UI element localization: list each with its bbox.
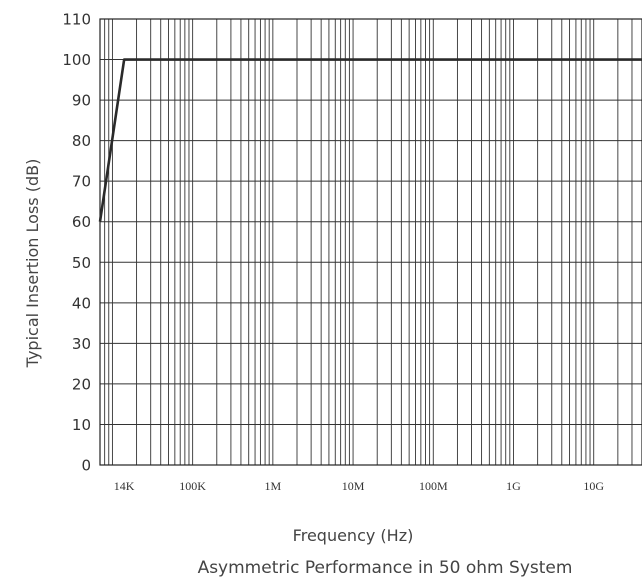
y-tick-label: 30 [72,335,91,353]
vertical-gridlines [99,19,642,465]
y-tick-labels: 0 10 20 30 40 50 60 70 80 90 100 110 [62,11,91,475]
y-tick-label: 0 [81,457,91,475]
x-tick-label: 10G [583,479,604,493]
y-tick-label: 90 [72,92,91,110]
series-line [98,58,642,222]
chart-caption: Asymmetric Performance in 50 ohm System [198,558,573,578]
horizontal-gridlines [100,18,642,466]
y-tick-label: 40 [72,294,91,312]
y-axis-label: Typical Insertion Loss (dB) [23,159,42,369]
x-tick-label: 14K [114,479,135,493]
x-axis-label: Frequency (Hz) [293,526,414,545]
y-tick-label: 20 [72,375,91,393]
x-tick-label: 10M [342,479,365,493]
y-tick-label: 10 [72,416,91,434]
series-layer [98,58,642,222]
y-tick-label: 50 [72,254,91,272]
y-tick-label: 80 [72,132,91,150]
y-tick-label: 60 [72,213,91,231]
y-tick-label: 100 [62,51,91,69]
y-tick-label: 70 [72,173,91,191]
x-tick-label: 100K [179,479,206,493]
x-tick-label: 1G [506,479,521,493]
x-tick-label: 100M [419,479,448,493]
y-tick-label: 110 [62,11,91,29]
plot-frame [99,18,642,466]
x-tick-label: 1M [265,479,282,493]
x-tick-labels: 14K 100K 1M 10M 100M 1G 10G [114,479,605,493]
